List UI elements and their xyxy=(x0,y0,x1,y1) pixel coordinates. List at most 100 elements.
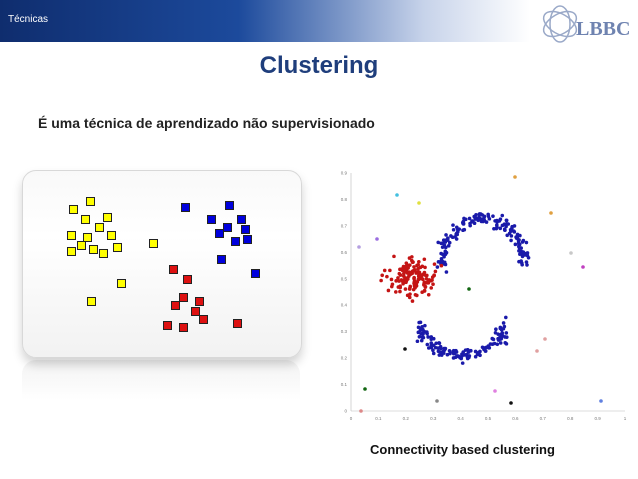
red-point xyxy=(398,273,403,277)
blue-point xyxy=(504,224,508,229)
blue-point xyxy=(451,227,456,232)
red-point xyxy=(413,293,418,297)
blue-point xyxy=(444,233,448,237)
noise-point xyxy=(493,389,497,393)
noise-point xyxy=(417,201,421,205)
blue-point xyxy=(436,240,441,245)
blue-point xyxy=(498,341,503,345)
blue-point xyxy=(501,321,506,325)
blue-point xyxy=(520,240,525,244)
red-point xyxy=(410,260,415,265)
blue-point xyxy=(462,227,467,232)
x-tick-label: 0 xyxy=(350,416,353,421)
blue-point xyxy=(419,326,423,331)
red-point xyxy=(422,289,427,293)
x-tick-label: 0.9 xyxy=(594,416,601,421)
blue-point xyxy=(451,223,455,227)
red-point xyxy=(417,259,421,264)
red-point xyxy=(400,279,405,284)
red-square xyxy=(179,323,188,332)
blue-point xyxy=(514,235,518,239)
blue-point xyxy=(419,332,423,336)
blue-point xyxy=(468,221,472,226)
blue-point xyxy=(517,249,521,253)
blue-point xyxy=(525,251,530,255)
blue-point xyxy=(436,260,441,264)
header-bar xyxy=(0,0,530,42)
blue-point xyxy=(512,229,516,234)
blue-point xyxy=(444,270,449,274)
blue-point xyxy=(518,233,522,238)
noise-point xyxy=(403,347,407,351)
noise-point xyxy=(543,337,547,341)
red-point xyxy=(410,255,414,259)
red-square xyxy=(195,297,204,306)
x-tick-label: 0.1 xyxy=(375,416,382,421)
x-tick-label: 0.4 xyxy=(457,416,464,421)
subtitle: É uma técnica de aprendizado não supervi… xyxy=(38,115,375,131)
noise-point xyxy=(363,387,367,391)
blue-point xyxy=(493,219,497,223)
blue-point xyxy=(446,244,451,248)
blue-point xyxy=(517,244,521,249)
blue-point xyxy=(495,342,500,347)
blue-point xyxy=(498,326,503,331)
blue-point xyxy=(440,245,445,249)
blue-point xyxy=(516,241,521,245)
blue-point xyxy=(473,215,477,220)
blue-point xyxy=(525,263,529,267)
red-point xyxy=(392,254,396,259)
blue-point xyxy=(422,329,426,334)
blue-point xyxy=(436,349,441,354)
red-square xyxy=(199,315,208,324)
red-square xyxy=(171,301,180,310)
blue-point xyxy=(491,214,495,218)
blue-point xyxy=(433,345,438,350)
red-point xyxy=(412,284,417,289)
blue-point xyxy=(439,346,443,351)
y-tick-label: 0.7 xyxy=(341,223,348,228)
yellow-square xyxy=(99,249,108,258)
red-point xyxy=(385,274,389,279)
blue-point xyxy=(482,215,486,219)
blue-point xyxy=(461,350,466,354)
blue-point xyxy=(437,341,442,346)
red-point xyxy=(408,263,412,267)
red-point xyxy=(416,263,420,267)
blue-point xyxy=(499,336,504,341)
x-tick-label: 0.5 xyxy=(485,416,492,421)
yellow-square xyxy=(69,205,78,214)
red-point xyxy=(433,269,438,274)
y-tick-label: 0.5 xyxy=(341,276,348,281)
blue-point xyxy=(447,349,452,353)
blue-point xyxy=(469,348,473,353)
blue-point xyxy=(477,218,481,222)
blue-point xyxy=(445,352,450,357)
x-tick-label: 0.7 xyxy=(540,416,547,421)
blue-point xyxy=(415,339,420,344)
red-point xyxy=(394,290,398,294)
yellow-square xyxy=(103,213,112,222)
blue-point xyxy=(462,216,466,221)
red-point xyxy=(396,285,401,289)
logo-text: LBBC xyxy=(576,18,630,40)
blue-point xyxy=(525,253,530,258)
blue-point xyxy=(492,341,497,346)
blue-point xyxy=(451,356,456,360)
red-point xyxy=(416,277,421,282)
red-point xyxy=(431,282,435,287)
red-point xyxy=(430,278,434,282)
blue-point xyxy=(426,335,430,339)
red-point xyxy=(421,272,425,277)
noise-point xyxy=(549,211,553,215)
blue-point xyxy=(457,354,461,359)
blue-point xyxy=(443,238,448,242)
yellow-square xyxy=(81,215,90,224)
blue-point xyxy=(460,354,464,358)
red-point xyxy=(416,274,421,279)
blue-point xyxy=(429,335,434,339)
yellow-square xyxy=(117,279,126,288)
red-square xyxy=(179,293,188,302)
red-point xyxy=(382,268,387,273)
red-point xyxy=(432,273,436,278)
